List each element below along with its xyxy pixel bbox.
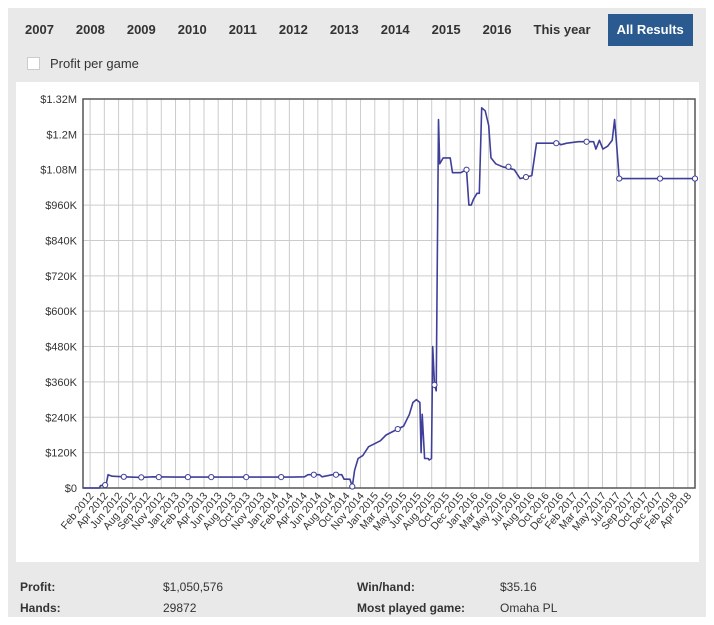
y-tick-label: $600K [45, 306, 77, 318]
profit-per-game-toggle[interactable]: Profit per game [27, 54, 139, 72]
hands-label: Hands: [20, 601, 61, 615]
data-point-marker [656, 175, 664, 182]
stats-panel: Profit: $1,050,576 Hands: 29872 Win/hand… [8, 563, 706, 617]
data-point-marker [616, 175, 623, 182]
year-tabs: 2007 2008 2009 2010 2011 2012 2013 2014 2015 2016… [16, 14, 697, 46]
data-point-marker [278, 473, 285, 481]
profit-value: $1,050,576 [163, 580, 224, 594]
y-tick-label: $1.2M [46, 129, 77, 141]
y-tick-label: $720K [45, 271, 77, 283]
data-point-marker [522, 173, 530, 181]
tab-2015[interactable]: 2015 [431, 22, 461, 37]
data-point-marker [691, 175, 699, 182]
tab-2012[interactable]: 2012 [278, 22, 308, 37]
y-tick-label: $1.32M [40, 94, 77, 106]
data-point-marker [431, 381, 438, 388]
tab-2014[interactable]: 2014 [380, 22, 410, 37]
data-point-marker [505, 163, 512, 170]
profit-chart-svg: $0 $120K $240K $360K $480K $600K $720K $840K $96… [40, 94, 699, 533]
win-per-hand-value: $35.16 [500, 580, 537, 594]
y-tick-label: $0 [65, 483, 77, 495]
tab-2007[interactable]: 2007 [25, 22, 54, 37]
data-point-marker [208, 473, 215, 481]
tab-2008[interactable]: 2008 [75, 22, 105, 37]
y-tick-label: $120K [45, 448, 77, 460]
tab-2016[interactable]: 2016 [482, 22, 512, 37]
data-point-marker [463, 166, 470, 173]
data-point-marker [553, 140, 560, 147]
most-played-game-label: Most played game: [357, 601, 466, 615]
data-point-marker [155, 473, 162, 481]
profit-chart: $0 $120K $240K $360K $480K $600K $720K $840K $96… [16, 82, 699, 562]
data-point-marker [332, 471, 340, 478]
tab-2010[interactable]: 2010 [177, 22, 207, 37]
data-point-marker [138, 474, 145, 481]
data-point-marker [394, 425, 401, 433]
y-tick-label: $360K [45, 377, 77, 389]
data-point-marker [120, 473, 127, 480]
data-point-marker [349, 483, 356, 490]
tab-2009[interactable]: 2009 [126, 22, 156, 37]
y-tick-label: $240K [45, 412, 77, 424]
y-tick-label: $480K [45, 342, 77, 354]
data-point-marker [583, 138, 590, 145]
plot-area-border [82, 98, 696, 489]
win-per-hand-label: Win/hand: [357, 580, 415, 594]
tab-2013[interactable]: 2013 [329, 22, 359, 37]
profit-series-line [83, 107, 695, 489]
y-tick-label: $1.08M [40, 165, 77, 177]
data-point-marker [310, 471, 317, 478]
tab-all-results[interactable]: All Results [607, 14, 693, 46]
most-played-game-value: Omaha PL [500, 601, 558, 615]
data-point-marker [102, 481, 109, 489]
y-tick-label: $840K [45, 235, 77, 247]
data-point-marker [184, 473, 192, 481]
results-widget: 2007 2008 2009 2010 2011 2012 2013 2014 2015 2016… [8, 8, 706, 617]
profit-per-game-checkbox[interactable] [27, 56, 40, 70]
tab-2011[interactable]: 2011 [228, 22, 257, 37]
hands-value: 29872 [163, 601, 197, 615]
profit-label: Profit: [20, 580, 56, 594]
y-tick-label: $960K [45, 200, 77, 212]
data-point-marker [243, 473, 250, 481]
profit-per-game-label: Profit per game [50, 55, 139, 71]
tab-this-year[interactable]: This year [533, 22, 591, 37]
